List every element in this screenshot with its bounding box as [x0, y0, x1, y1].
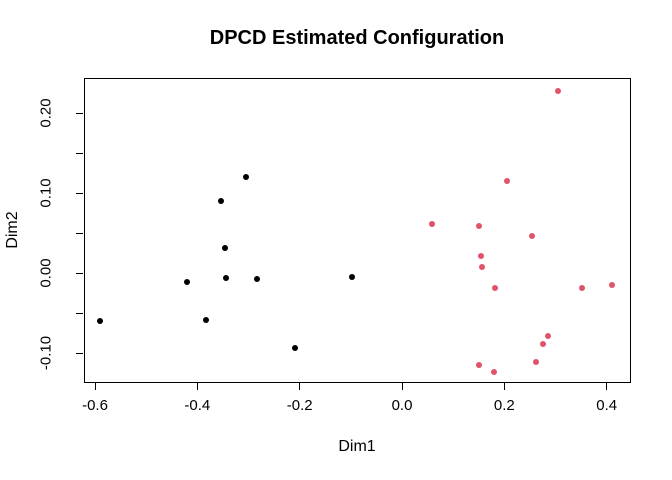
- data-point: [223, 275, 230, 281]
- data-point: [222, 244, 229, 251]
- data-point: [253, 275, 260, 282]
- data-point: [476, 223, 483, 229]
- y-axis-tick: [76, 352, 83, 354]
- data-point: [217, 198, 224, 205]
- x-axis-tick: [94, 383, 96, 390]
- x-axis-tick-label: 0.0: [391, 397, 413, 414]
- y-axis-tick-label: -0.10: [37, 335, 55, 371]
- y-axis-tick: [76, 312, 83, 314]
- data-point: [477, 253, 484, 260]
- data-point: [243, 174, 250, 181]
- y-axis-tick: [76, 112, 83, 114]
- data-point: [554, 87, 561, 94]
- data-point: [532, 359, 539, 365]
- data-point: [503, 178, 510, 185]
- x-axis-tick-label: -0.4: [184, 397, 211, 414]
- x-axis-label: Dim1: [338, 438, 376, 455]
- x-axis-tick: [606, 383, 608, 390]
- data-point: [579, 285, 586, 292]
- x-axis-tick-label: 0.2: [493, 397, 515, 414]
- data-point: [528, 233, 535, 240]
- data-point: [428, 220, 435, 227]
- plot-title: DPCD Estimated Configuration: [209, 27, 505, 49]
- y-axis-tick-label: 0.20: [37, 98, 55, 128]
- y-axis-label: Dim2: [4, 211, 21, 249]
- data-point: [491, 285, 498, 292]
- x-axis-tick: [503, 383, 505, 390]
- data-point: [544, 332, 551, 339]
- data-point: [203, 317, 209, 324]
- y-axis-tick: [76, 272, 83, 274]
- x-axis-tick-label: 0.4: [596, 397, 618, 414]
- y-axis-tick: [76, 152, 83, 154]
- data-point: [184, 279, 191, 285]
- y-axis-tick: [76, 192, 83, 194]
- x-axis-tick: [401, 383, 403, 390]
- data-point: [540, 340, 547, 347]
- data-point: [490, 368, 497, 375]
- data-point: [608, 282, 615, 289]
- x-axis-tick: [299, 383, 301, 390]
- data-point: [478, 263, 485, 270]
- x-axis-tick-label: -0.6: [82, 397, 108, 414]
- plot-area: [84, 78, 631, 383]
- data-point: [97, 318, 104, 325]
- data-point: [348, 274, 355, 281]
- data-point: [475, 362, 482, 369]
- y-axis-tick: [76, 232, 83, 234]
- x-axis-tick-label: -0.2: [286, 397, 313, 414]
- y-axis-tick-label: 0.10: [37, 178, 55, 208]
- y-axis-tick-label: 0.00: [37, 258, 55, 288]
- data-point: [291, 345, 298, 352]
- x-axis-tick: [196, 383, 198, 390]
